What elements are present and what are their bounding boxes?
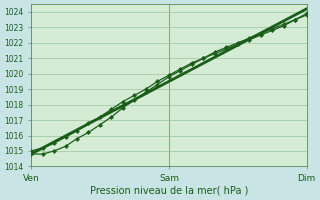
X-axis label: Pression niveau de la mer( hPa ): Pression niveau de la mer( hPa ) [90, 186, 248, 196]
